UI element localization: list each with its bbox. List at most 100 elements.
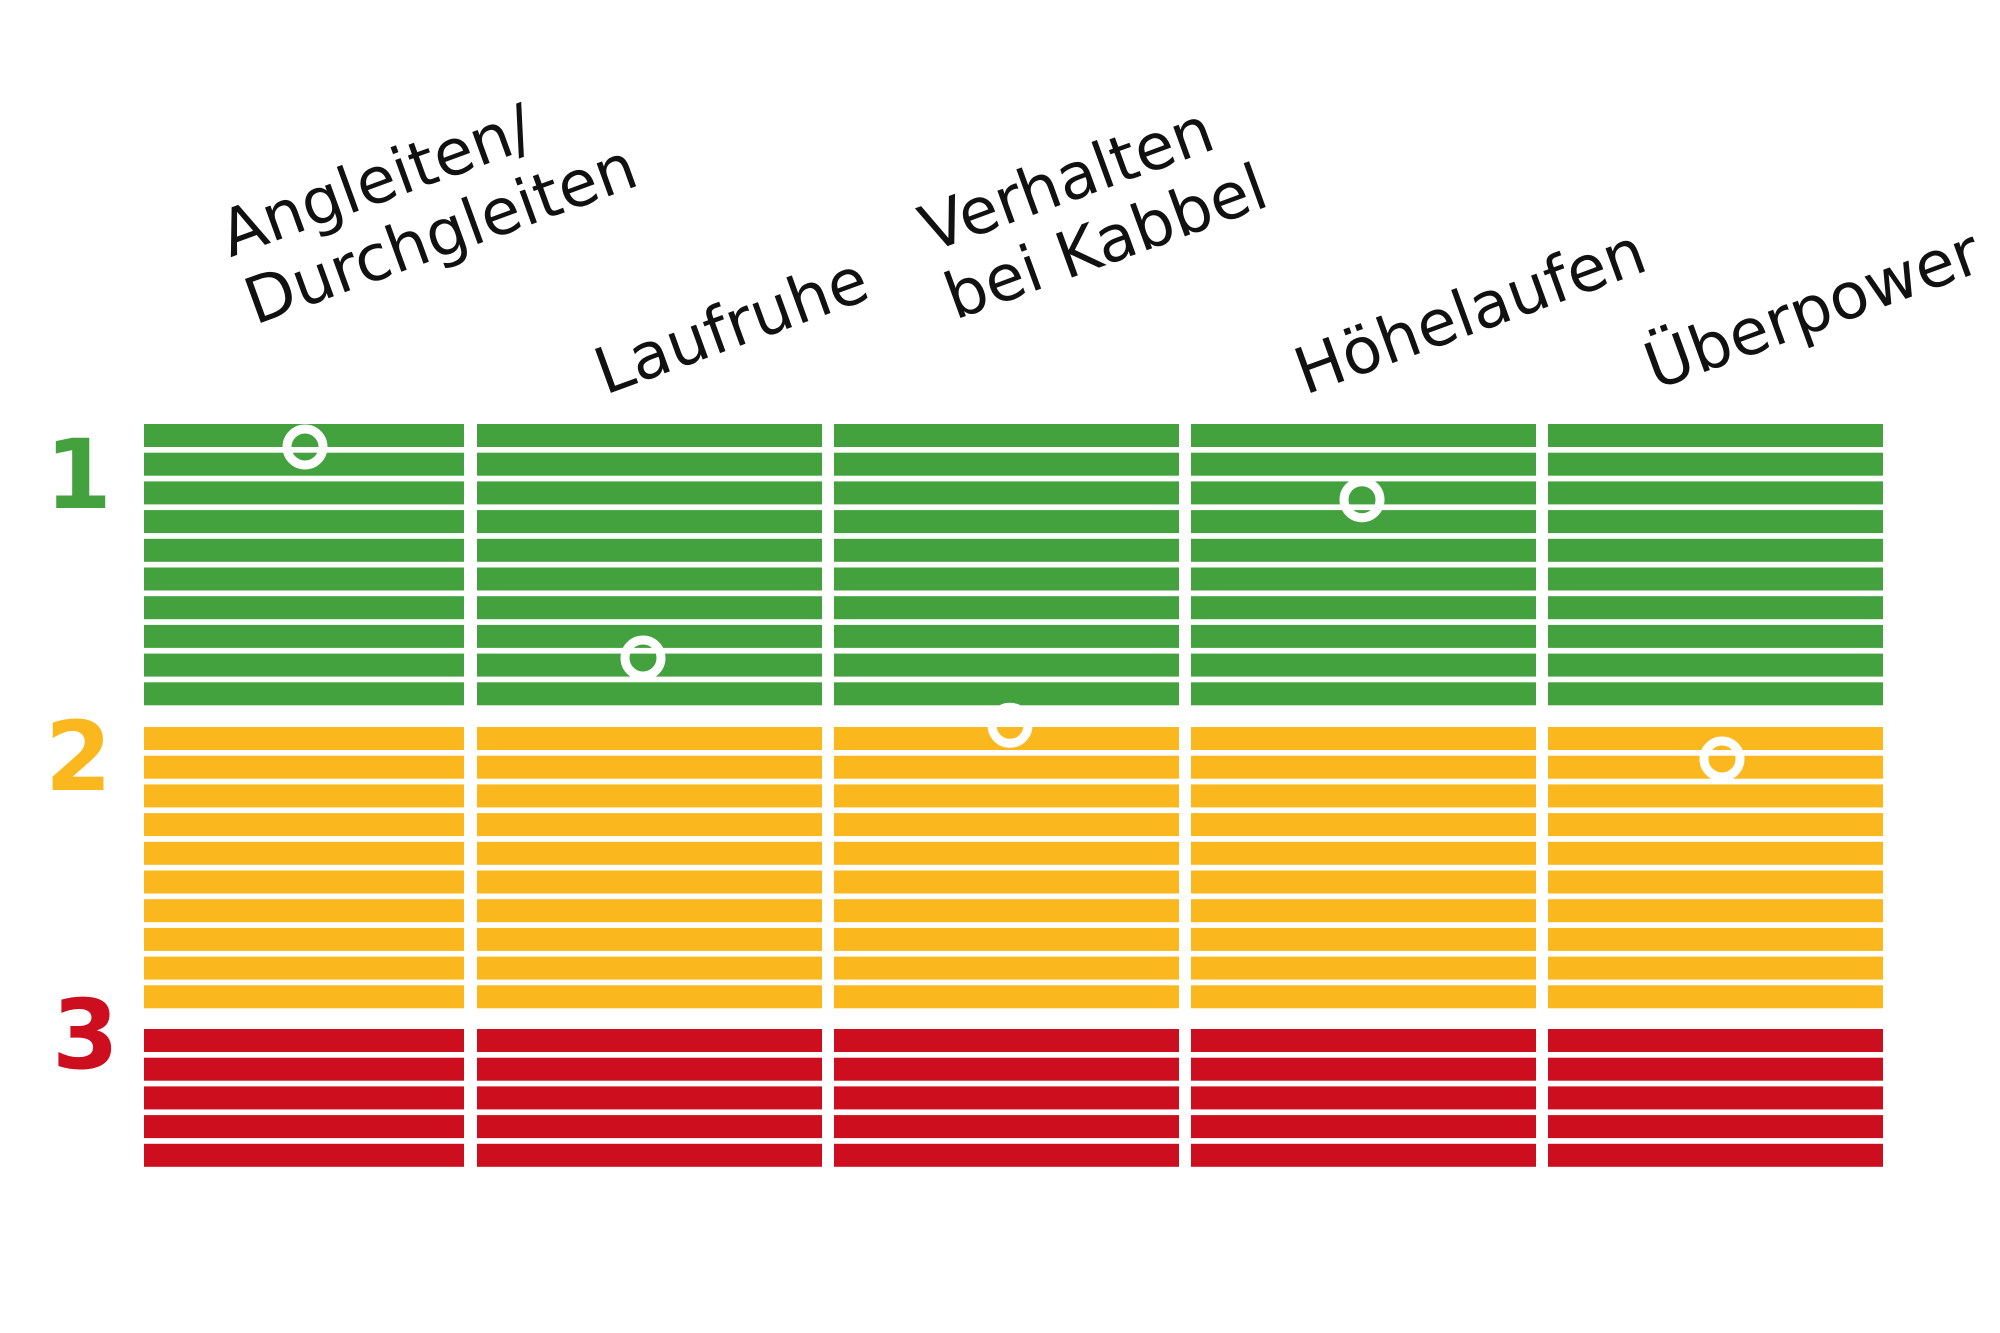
band-stripe xyxy=(477,870,822,894)
band-stripe xyxy=(144,1057,464,1081)
rating-markers xyxy=(282,424,1745,782)
band-stripe xyxy=(1191,870,1536,894)
band-stripe xyxy=(1191,841,1536,865)
band-stripe xyxy=(1548,1029,1883,1052)
band-stripe xyxy=(1548,927,1883,951)
band-stripe xyxy=(144,481,464,505)
band-stripe xyxy=(477,481,822,505)
level-label-1: 1 xyxy=(45,419,112,531)
band-stripe xyxy=(477,682,822,706)
band-stripe xyxy=(1548,1115,1883,1139)
band-stripe xyxy=(834,841,1179,865)
category-label-line: Überpower xyxy=(1635,214,1991,405)
rating-marker xyxy=(282,424,328,470)
band-stripe xyxy=(477,567,822,591)
band-stripe xyxy=(834,1029,1179,1052)
band-level-1 xyxy=(144,424,1883,706)
band-stripe xyxy=(477,755,822,779)
band-stripe xyxy=(1548,1143,1883,1167)
band-stripe xyxy=(834,1057,1179,1081)
band-stripe xyxy=(834,510,1179,534)
band-stripe xyxy=(477,1057,822,1081)
band-stripe xyxy=(1548,567,1883,591)
band-stripe xyxy=(1548,510,1883,534)
band-stripe xyxy=(144,538,464,562)
band-stripe xyxy=(834,1115,1179,1139)
band-stripe xyxy=(1548,985,1883,1009)
band-stripe xyxy=(477,985,822,1009)
band-stripe xyxy=(144,1029,464,1052)
band-level-3 xyxy=(144,1029,1883,1167)
band-stripe xyxy=(834,538,1179,562)
band-stripe xyxy=(477,899,822,923)
band-stripe xyxy=(1191,927,1536,951)
band-stripe xyxy=(144,1086,464,1110)
band-stripe xyxy=(1548,956,1883,980)
category-label: Laufruhe xyxy=(585,243,878,410)
band-stripe xyxy=(834,870,1179,894)
band-stripe xyxy=(477,956,822,980)
band-stripe xyxy=(834,567,1179,591)
band-stripe xyxy=(144,956,464,980)
band-stripe xyxy=(144,682,464,706)
rating-bands xyxy=(144,424,1883,1167)
band-stripe xyxy=(1548,538,1883,562)
band-stripe xyxy=(834,755,1179,779)
category-label-line: Laufruhe xyxy=(585,243,878,410)
band-stripe xyxy=(1191,1029,1536,1052)
band-stripe xyxy=(477,624,822,648)
band-stripe xyxy=(144,727,464,750)
band-stripe xyxy=(1191,538,1536,562)
band-stripe xyxy=(1548,899,1883,923)
band-stripe xyxy=(1191,452,1536,476)
band-stripe xyxy=(144,899,464,923)
band-stripe xyxy=(477,1029,822,1052)
band-stripe xyxy=(477,510,822,534)
band-stripe xyxy=(834,1086,1179,1110)
band-stripe xyxy=(1191,784,1536,808)
band-stripe xyxy=(1191,424,1536,447)
band-stripe xyxy=(1191,682,1536,706)
band-stripe xyxy=(834,956,1179,980)
rating-marker xyxy=(1339,477,1385,523)
band-stripe xyxy=(1191,1115,1536,1139)
band-stripe xyxy=(477,653,822,677)
band-stripe xyxy=(144,841,464,865)
band-stripe xyxy=(1548,1057,1883,1081)
band-stripe xyxy=(1191,985,1536,1009)
band-stripe xyxy=(477,596,822,620)
band-stripe xyxy=(1548,624,1883,648)
band-stripe xyxy=(1548,813,1883,837)
band-stripe xyxy=(834,452,1179,476)
band-stripe xyxy=(144,813,464,837)
band-stripe xyxy=(834,653,1179,677)
band-stripe xyxy=(1191,727,1536,750)
band-stripe xyxy=(1548,755,1883,779)
band-stripe xyxy=(1548,596,1883,620)
band-stripe xyxy=(1548,870,1883,894)
band-stripe xyxy=(477,538,822,562)
band-stripe xyxy=(834,682,1179,706)
band-stripe xyxy=(477,727,822,750)
band-stripe xyxy=(1191,624,1536,648)
band-stripe xyxy=(1191,1057,1536,1081)
category-label: Angleiten/Durchgleiten xyxy=(211,62,647,340)
band-stripe xyxy=(834,624,1179,648)
band-stripe xyxy=(1191,755,1536,779)
band-stripe xyxy=(834,927,1179,951)
rating-marker xyxy=(620,635,666,681)
band-stripe xyxy=(834,784,1179,808)
band-stripe xyxy=(144,1115,464,1139)
band-stripe xyxy=(144,510,464,534)
band-stripe xyxy=(477,841,822,865)
band-stripe xyxy=(144,653,464,677)
band-stripe xyxy=(1548,784,1883,808)
band-stripe xyxy=(477,927,822,951)
band-level-2 xyxy=(144,727,1883,1009)
band-stripe xyxy=(477,424,822,447)
category-labels: Angleiten/DurchgleitenLaufruheVerhaltenb… xyxy=(211,62,1991,410)
band-stripe xyxy=(1191,481,1536,505)
band-stripe xyxy=(1548,1086,1883,1110)
band-stripe xyxy=(1548,682,1883,706)
